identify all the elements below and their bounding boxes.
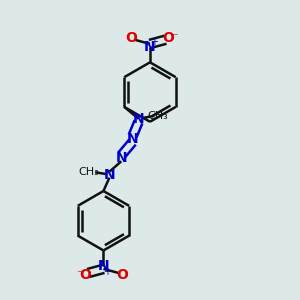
Text: CH₃: CH₃ xyxy=(78,167,99,177)
Text: ⁻: ⁻ xyxy=(76,268,83,281)
Text: N: N xyxy=(133,112,145,126)
Text: O: O xyxy=(116,268,128,282)
Text: N: N xyxy=(144,40,156,54)
Text: N: N xyxy=(127,132,138,146)
Text: N: N xyxy=(103,168,115,182)
Text: O: O xyxy=(79,268,91,282)
Text: +: + xyxy=(103,267,111,277)
Text: N: N xyxy=(116,151,127,165)
Text: CH₃: CH₃ xyxy=(148,111,169,121)
Text: O: O xyxy=(163,31,174,45)
Text: ⁻: ⁻ xyxy=(172,32,178,44)
Text: O: O xyxy=(126,31,137,45)
Text: N: N xyxy=(98,259,109,273)
Text: +: + xyxy=(150,37,158,46)
